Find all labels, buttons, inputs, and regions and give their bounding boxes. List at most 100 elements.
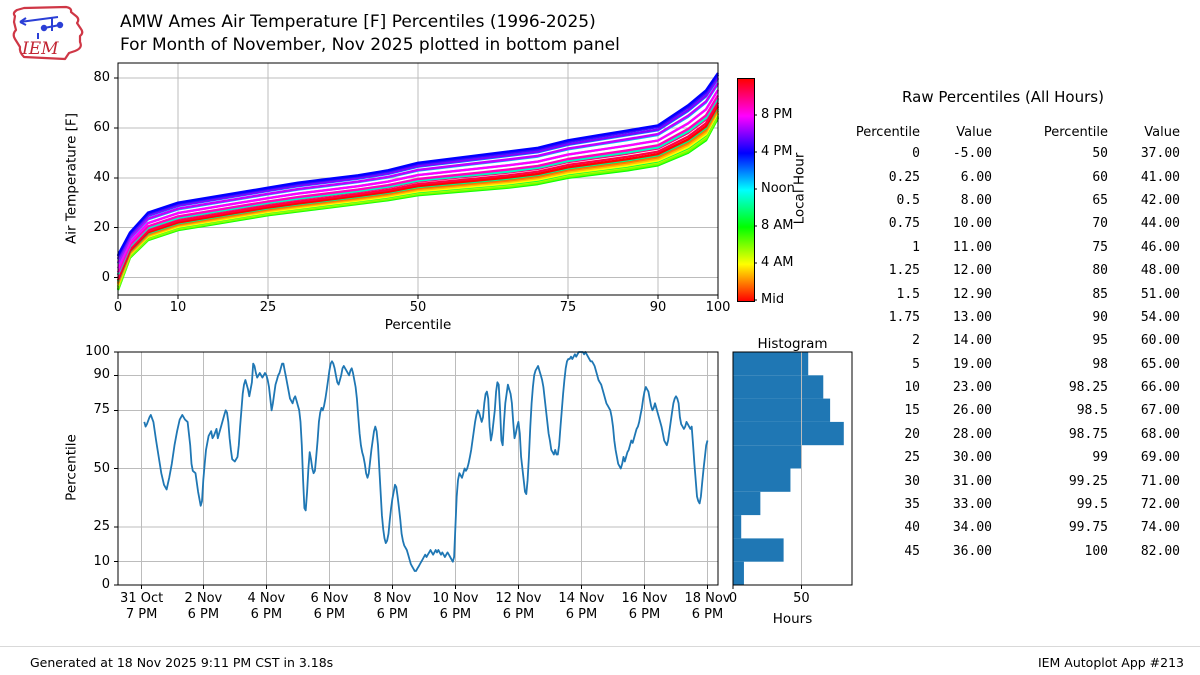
table-cell-value: 41.00 (1140, 169, 1180, 185)
iem-logo: IEM (8, 3, 86, 63)
table-cell-percentile: 80 (1092, 263, 1108, 279)
hour-curve-0 (116, 104, 720, 281)
table-cell-percentile: 30 (904, 473, 920, 489)
bottom-x-tick-label: 8 Nov 6 PM (373, 591, 412, 622)
table-cell-value: 67.00 (1140, 403, 1180, 419)
table-header: Percentile (855, 125, 920, 140)
table-cell-percentile: 35 (904, 497, 920, 513)
table-cell-percentile: 2 (912, 333, 920, 349)
table-cell-percentile: 95 (1092, 333, 1108, 349)
table-cell-value: 37.00 (1140, 146, 1180, 162)
top-x-tick-label: 100 (705, 300, 731, 315)
table-cell-percentile: 1.5 (896, 286, 920, 302)
top-xaxis-label: Percentile (384, 317, 452, 333)
table-row: 10 23.00 98.25 66.00 (848, 376, 1180, 399)
table-row: 30 31.00 99.25 71.00 (848, 469, 1180, 492)
app-credit: IEM Autoplot App #213 (1037, 655, 1184, 670)
table-cell-value: 12.90 (952, 286, 992, 302)
table-cell-percentile: 1 (912, 239, 920, 255)
local-hour-colorbar (737, 78, 755, 302)
colorbar-tick-label: 4 PM (761, 144, 793, 159)
table-body: 0 -5.00 50 37.00 0.25 6.00 60 41.00 0.5 8.00 65 42.… (848, 142, 1180, 563)
top-x-tick-label: 0 (113, 300, 123, 315)
table-cell-value: 65.00 (1140, 356, 1180, 372)
top-x-tick-label: 50 (409, 300, 427, 315)
table-cell-value: 30.00 (952, 450, 992, 466)
table-row: 5 19.00 98 65.00 (848, 353, 1180, 376)
table-row: 40 34.00 99.75 74.00 (848, 516, 1180, 539)
table-cell-value: 82.00 (1140, 543, 1180, 559)
top-x-tick-label: 10 (169, 300, 187, 315)
table-cell-percentile: 1.75 (888, 309, 920, 325)
histogram-bar-10-20 (733, 538, 784, 562)
table-cell-value: 33.00 (952, 497, 992, 513)
table-row: 2 14.00 95 60.00 (848, 329, 1180, 352)
table-cell-percentile: 15 (904, 403, 920, 419)
raw-percentiles-table: Percentile Value Percentile Value 0 -5.00… (848, 125, 1180, 563)
table-cell-percentile: 75 (1092, 239, 1108, 255)
table-cell-value: 34.00 (952, 520, 992, 536)
histogram-bar-20-30 (733, 515, 742, 539)
title-line-2: For Month of November, Nov 2025 plotted … (120, 35, 620, 55)
table-row: 1.75 13.00 90 54.00 (848, 306, 1180, 329)
table-cell-value: 8.00 (960, 192, 992, 208)
bottom-x-tick-label: 31 Oct 7 PM (120, 591, 164, 622)
histogram-bar-70-80 (733, 398, 831, 422)
table-cell-percentile: 1.25 (888, 263, 920, 279)
table-cell-percentile: 20 (904, 426, 920, 442)
bottom-y-tick-label: 0 (101, 577, 110, 592)
table-row: 0.25 6.00 60 41.00 (848, 165, 1180, 188)
bottom-x-tick-label: 16 Nov 6 PM (621, 591, 668, 622)
histogram-bar-40-50 (733, 468, 791, 492)
table-cell-percentile: 99.5 (1076, 497, 1108, 513)
page-title: AMW Ames Air Temperature [F] Percentiles… (120, 11, 620, 57)
table-cell-percentile: 85 (1092, 286, 1108, 302)
table-cell-percentile: 98.5 (1076, 403, 1108, 419)
table-cell-percentile: 0.5 (896, 192, 920, 208)
table-cell-value: 71.00 (1140, 473, 1180, 489)
table-row: 15 26.00 98.5 67.00 (848, 399, 1180, 422)
table-row: 45 36.00 100 82.00 (848, 540, 1180, 563)
bottom-x-tick-label: 18 Nov 6 PM (684, 591, 731, 622)
table-row: 0 -5.00 50 37.00 (848, 142, 1180, 165)
top-x-tick-label: 25 (259, 300, 277, 315)
table-cell-value: 28.00 (952, 426, 992, 442)
table-cell-percentile: 0.75 (888, 216, 920, 232)
table-cell-value: 72.00 (1140, 497, 1180, 513)
top-yaxis-label: Air Temperature [F] (63, 113, 80, 244)
logo-text: IEM (21, 39, 59, 59)
table-cell-percentile: 60 (1092, 169, 1108, 185)
colorbar-tick-label: 8 AM (761, 218, 794, 233)
hour-curve-11 (116, 97, 720, 275)
table-cell-percentile: 40 (904, 520, 920, 536)
histogram-bar-80-90 (733, 375, 824, 399)
table-cell-percentile: 98.25 (1068, 380, 1108, 396)
table-cell-percentile: 70 (1092, 216, 1108, 232)
table-cell-value: -5.00 (952, 146, 992, 162)
histogram-bar-90-100 (733, 352, 809, 376)
hist-x-tick-label: 50 (793, 591, 810, 606)
histogram-bar-50-60 (733, 445, 802, 469)
table-title: Raw Percentiles (All Hours) (902, 88, 1104, 106)
table-cell-value: 44.00 (1140, 216, 1180, 232)
bottom-y-tick-label: 100 (85, 344, 110, 359)
table-cell-percentile: 0 (912, 146, 920, 162)
table-cell-percentile: 98 (1092, 356, 1108, 372)
hist-xaxis-label: Hours (772, 611, 813, 627)
bottom-x-tick-label: 4 Nov 6 PM (247, 591, 286, 622)
hour-curve-16 (116, 72, 719, 256)
table-cell-percentile: 100 (1084, 543, 1108, 559)
table-row: 1.5 12.90 85 51.00 (848, 282, 1180, 305)
bottom-y-tick-label: 90 (93, 367, 110, 383)
top-y-tick-label: 60 (93, 119, 110, 135)
bottom-x-tick-label: 12 Nov 6 PM (495, 591, 542, 622)
hist-x-tick-label: 0 (728, 591, 738, 606)
table-header: Value (1144, 125, 1180, 140)
bottom-yaxis-label: Percentile (63, 434, 80, 501)
histogram-bar-30-40 (733, 491, 761, 516)
table-cell-value: 51.00 (1140, 286, 1180, 302)
table-cell-percentile: 0.25 (888, 169, 920, 185)
table-cell-value: 10.00 (952, 216, 992, 232)
